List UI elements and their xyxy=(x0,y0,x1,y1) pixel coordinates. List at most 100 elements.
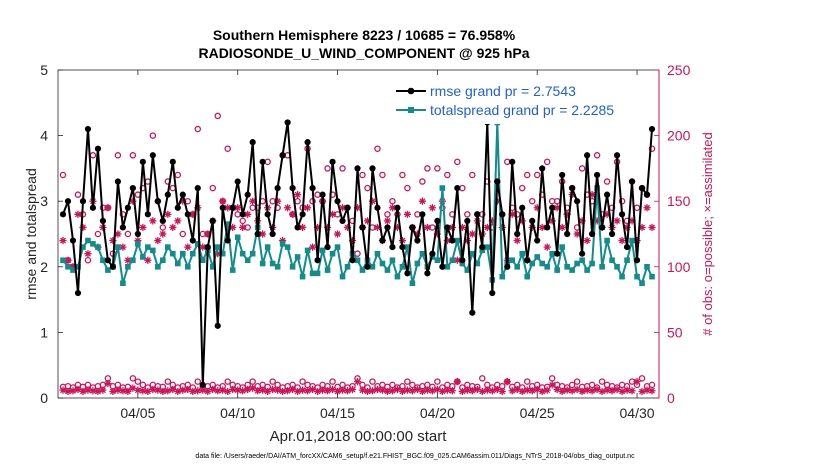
bottom-assimilated-obs-marker xyxy=(279,387,287,396)
possible-obs-marker xyxy=(578,165,586,172)
totalspread-point xyxy=(239,250,246,257)
assimilated-obs-marker xyxy=(513,236,521,245)
bottom-assimilated-obs-marker xyxy=(483,386,491,394)
bottom-assimilated-obs-marker xyxy=(643,386,651,394)
assimilated-obs-marker xyxy=(289,210,297,218)
assimilated-obs-marker xyxy=(593,217,601,225)
rmse-point xyxy=(274,184,281,192)
rmse-point xyxy=(459,257,466,264)
bottom-assimilated-obs-marker xyxy=(224,387,232,396)
totalspread-point xyxy=(399,264,406,270)
possible-obs-marker xyxy=(389,197,396,205)
totalspread-point xyxy=(150,247,156,254)
rmse-point xyxy=(414,237,421,244)
assimilated-obs-marker xyxy=(109,236,117,245)
rmse-point xyxy=(124,204,131,211)
bottom-assimilated-obs-marker xyxy=(473,385,481,394)
rmse-point xyxy=(633,257,641,264)
assimilated-obs-marker xyxy=(563,210,571,218)
assimilated-obs-marker xyxy=(229,223,237,232)
totalspread-point xyxy=(155,264,161,270)
totalspread-point xyxy=(634,273,640,280)
rmse-point xyxy=(184,211,191,218)
bottom-assimilated-obs-marker xyxy=(169,385,177,394)
totalspread-point xyxy=(359,267,366,273)
totalspread-point xyxy=(249,250,256,257)
possible-obs-marker xyxy=(129,152,137,159)
assimilated-obs-marker xyxy=(543,243,551,251)
bottom-assimilated-obs-marker xyxy=(613,385,621,394)
bottom-assimilated-obs-marker xyxy=(353,378,362,386)
rmse-point xyxy=(554,250,561,257)
rmse-point xyxy=(419,211,426,218)
rmse-point xyxy=(618,211,626,218)
bottom-assimilated-obs-marker xyxy=(303,387,312,395)
assimilated-obs-marker xyxy=(613,217,621,225)
assimilated-obs-marker xyxy=(274,197,282,205)
totalspread-point xyxy=(264,244,271,250)
totalspread-point xyxy=(354,257,361,264)
totalspread-point xyxy=(419,250,426,257)
x-tick-label: 04/25 xyxy=(520,405,555,421)
y-tick-label: 5 xyxy=(40,62,48,78)
totalspread-point xyxy=(145,244,151,250)
bottom-assimilated-obs-marker xyxy=(134,386,142,394)
bottom-possible-obs-marker xyxy=(329,378,336,385)
assimilated-obs-marker xyxy=(448,223,456,232)
rmse-point xyxy=(114,178,122,185)
chart-title-line-2: RADIOSONDE_U_WIND_COMPONENT @ 925 hPa xyxy=(198,45,529,61)
possible-obs-marker xyxy=(214,112,221,120)
possible-obs-marker xyxy=(404,184,411,192)
bottom-assimilated-obs-marker xyxy=(408,387,417,395)
totalspread-point xyxy=(474,260,481,267)
totalspread-point xyxy=(85,237,91,244)
bottom-assimilated-obs-marker xyxy=(443,386,451,394)
bottom-possible-obs-marker xyxy=(299,378,306,385)
rmse-point xyxy=(564,230,571,238)
totalspread-point xyxy=(294,254,301,260)
assimilated-obs-marker xyxy=(588,191,596,199)
assimilated-obs-marker xyxy=(578,217,586,225)
y2-tick-label: 50 xyxy=(667,324,683,340)
totalspread-point xyxy=(454,237,461,244)
possible-obs-marker xyxy=(59,171,67,179)
totalspread-point xyxy=(120,280,126,286)
rmse-point xyxy=(359,224,366,231)
assimilated-obs-marker xyxy=(508,210,516,218)
rmse-point xyxy=(109,263,117,270)
assimilated-obs-marker xyxy=(214,250,222,258)
bottom-possible-obs-marker xyxy=(194,378,202,385)
assimilated-obs-marker xyxy=(603,210,611,218)
rmse-point xyxy=(394,204,401,211)
totalspread-point xyxy=(115,244,121,250)
assimilated-obs-marker xyxy=(403,210,412,218)
possible-obs-marker xyxy=(224,145,231,152)
bottom-assimilated-obs-marker xyxy=(518,387,526,396)
rmse-point xyxy=(613,152,621,159)
rmse-point xyxy=(319,191,326,198)
assimilated-obs-marker xyxy=(114,230,122,238)
assimilated-obs-marker xyxy=(69,263,77,271)
assimilated-obs-marker xyxy=(59,236,67,245)
rmse-point xyxy=(169,158,176,165)
bottom-assimilated-obs-marker xyxy=(129,384,137,392)
bottom-assimilated-obs-marker xyxy=(119,387,127,395)
assimilated-obs-marker xyxy=(638,223,646,232)
assimilated-obs-marker xyxy=(234,204,242,212)
bottom-assimilated-obs-marker xyxy=(209,385,217,394)
rmse-point xyxy=(64,198,72,205)
bottom-assimilated-obs-marker xyxy=(423,386,431,394)
rmse-point xyxy=(369,165,376,172)
bottom-assimilated-obs-marker xyxy=(618,387,626,396)
rmse-point xyxy=(389,244,396,251)
bottom-assimilated-obs-marker xyxy=(84,386,92,394)
rmse-point xyxy=(374,204,381,211)
totalspread-point xyxy=(584,267,590,273)
bottom-assimilated-obs-marker xyxy=(633,378,641,386)
rmse-point xyxy=(589,230,596,238)
totalspread-point xyxy=(614,264,620,270)
rmse-point xyxy=(164,191,171,198)
totalspread-point xyxy=(559,244,565,250)
rmse-point xyxy=(304,139,311,146)
bottom-assimilated-obs-marker xyxy=(453,378,461,386)
